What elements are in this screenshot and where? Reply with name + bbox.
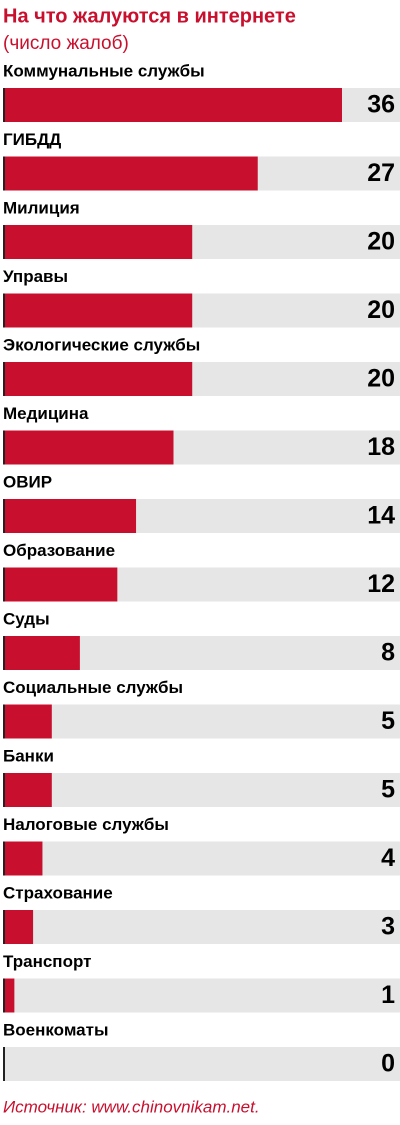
value-label: 20 <box>367 228 395 256</box>
category-label: ОВИР <box>3 472 52 491</box>
value-label: 18 <box>367 433 395 461</box>
bar <box>5 88 342 122</box>
value-label: 27 <box>367 159 395 187</box>
value-label: 1 <box>381 981 395 1009</box>
value-label: 20 <box>367 296 395 324</box>
bar-edge <box>3 841 5 876</box>
bar-edge <box>3 773 5 807</box>
bar-edge <box>3 1047 5 1081</box>
bar <box>5 636 80 670</box>
bar-edge <box>3 567 5 602</box>
bar <box>5 225 193 259</box>
bar-edge <box>3 156 5 191</box>
value-label: 3 <box>381 913 395 941</box>
bar-track <box>3 910 400 944</box>
bar-edge <box>3 704 5 739</box>
value-label: 20 <box>367 365 395 393</box>
bar-edge <box>3 499 5 533</box>
category-label: Суды <box>3 609 50 628</box>
category-label: Социальные службы <box>3 678 183 697</box>
bar-edge <box>3 910 5 944</box>
value-label: 4 <box>381 844 395 872</box>
bar-edge <box>3 88 5 122</box>
category-label: Управы <box>3 267 68 286</box>
bar <box>5 910 34 944</box>
value-label: 36 <box>367 91 395 119</box>
category-label: Банки <box>3 746 54 765</box>
bar <box>5 841 43 876</box>
bar-track <box>3 704 400 739</box>
bar-edge <box>3 636 5 670</box>
value-label: 14 <box>367 502 395 530</box>
bar <box>5 499 137 533</box>
value-label: 12 <box>367 570 395 598</box>
value-label: 0 <box>381 1050 395 1078</box>
bar <box>5 362 193 396</box>
bar <box>5 773 52 807</box>
bar-track <box>3 773 400 807</box>
category-label: Налоговые службы <box>3 815 169 834</box>
category-label: Экологические службы <box>3 335 200 354</box>
bar <box>5 978 15 1013</box>
bar <box>5 156 258 191</box>
bar <box>5 430 174 465</box>
category-label: Образование <box>3 541 115 560</box>
bar-edge <box>3 225 5 259</box>
bar-edge <box>3 978 5 1013</box>
bar <box>5 293 193 328</box>
bar-edge <box>3 430 5 465</box>
category-label: Коммунальные службы <box>3 61 205 80</box>
bar <box>5 704 52 739</box>
category-label: Милиция <box>3 198 80 217</box>
chart-subtitle: (число жалоб) <box>3 33 129 54</box>
bar-edge <box>3 362 5 396</box>
value-label: 5 <box>381 707 395 735</box>
category-label: Медицина <box>3 404 89 423</box>
bar <box>5 567 118 602</box>
chart-title: На что жалуются в интернете <box>3 5 296 27</box>
category-label: Страхование <box>3 883 113 902</box>
category-label: ГИБДД <box>3 130 61 149</box>
bar-track <box>3 978 400 1013</box>
bar-track <box>3 841 400 876</box>
category-label: Транспорт <box>3 952 91 971</box>
category-label: Военкоматы <box>3 1020 108 1039</box>
source: Источник: www.chinovnikam.net. <box>3 1097 260 1116</box>
value-label: 8 <box>381 639 395 667</box>
bar-track <box>3 1047 400 1081</box>
bar-edge <box>3 293 5 328</box>
value-label: 5 <box>381 776 395 804</box>
